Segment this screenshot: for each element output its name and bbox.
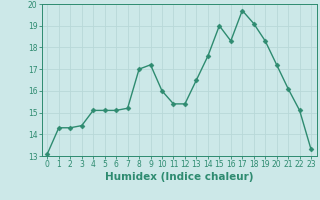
X-axis label: Humidex (Indice chaleur): Humidex (Indice chaleur) <box>105 172 253 182</box>
